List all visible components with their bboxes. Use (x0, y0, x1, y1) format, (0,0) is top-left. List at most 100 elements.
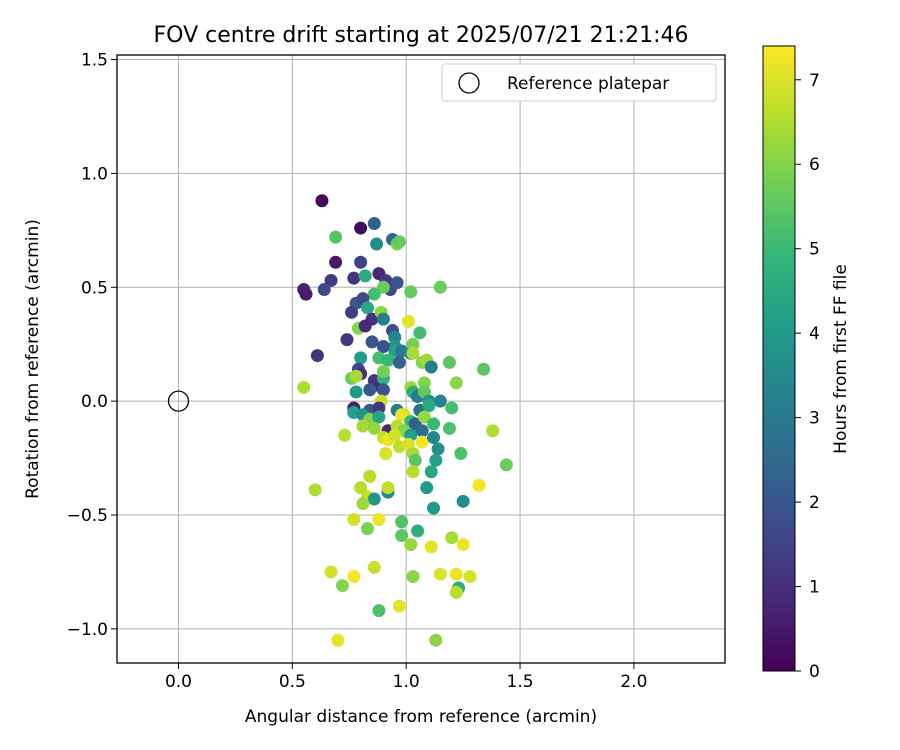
data-point (340, 333, 354, 347)
data-point (347, 513, 361, 527)
data-point (376, 280, 390, 294)
data-point (338, 428, 352, 442)
data-point (324, 273, 338, 287)
data-point (415, 424, 429, 438)
x-axis-ticks: 0.0 0.5 1.0 1.5 2.0 (165, 663, 647, 692)
data-point (429, 453, 443, 467)
data-point (363, 383, 377, 397)
data-point (299, 287, 313, 301)
colorbar-tick-label: 3 (809, 409, 820, 429)
data-point (367, 287, 381, 301)
data-point (499, 458, 513, 472)
y-axis-label: Rotation from reference (arcmin) (23, 219, 43, 499)
data-point (376, 383, 390, 397)
x-tick-label: 1.5 (507, 672, 534, 692)
colorbar-tick-label: 5 (809, 240, 820, 260)
scatter-points (297, 194, 513, 647)
data-point (417, 376, 431, 390)
y-tick-label: 0.0 (81, 392, 108, 412)
data-point (392, 355, 406, 369)
data-point (376, 365, 390, 379)
x-tick-label: 0.5 (279, 672, 306, 692)
data-point (404, 285, 418, 299)
data-point (354, 221, 368, 235)
data-point (427, 431, 441, 445)
y-tick-label: 1.5 (81, 51, 108, 71)
data-point (395, 528, 409, 542)
data-point (356, 497, 370, 511)
data-point (331, 633, 345, 647)
data-point (449, 567, 463, 581)
data-point (486, 424, 500, 438)
legend-box (441, 63, 717, 102)
data-point (367, 492, 381, 506)
data-point (324, 565, 338, 579)
colorbar-tick-label: 1 (809, 578, 820, 598)
y-tick-label: −0.5 (67, 506, 108, 526)
data-point (411, 524, 425, 538)
data-point (308, 483, 322, 497)
data-point (381, 353, 395, 367)
data-point (395, 515, 409, 529)
data-point (429, 633, 443, 647)
colorbar-tick-label: 7 (809, 71, 820, 91)
data-point (335, 579, 349, 593)
data-point (424, 360, 438, 374)
data-point (427, 417, 441, 431)
data-point (406, 337, 420, 351)
data-point (354, 255, 368, 269)
data-point (442, 421, 456, 435)
colorbar (762, 45, 796, 672)
data-point (454, 447, 468, 461)
data-point (463, 569, 477, 583)
data-point (449, 585, 463, 599)
colorbar-tick-label: 4 (809, 324, 820, 344)
data-point (431, 442, 445, 456)
data-point (329, 230, 343, 244)
y-axis-ticks: −1.0 −0.5 0.0 0.5 1.0 1.5 (67, 51, 117, 640)
data-point (367, 560, 381, 574)
data-point (349, 385, 363, 399)
data-point (358, 269, 372, 283)
x-tick-label: 0.0 (165, 672, 192, 692)
data-point (388, 330, 402, 344)
data-point (376, 339, 390, 353)
data-point (422, 399, 436, 413)
data-point (317, 283, 331, 297)
data-point (395, 408, 409, 422)
data-point (427, 501, 441, 515)
data-point (433, 394, 447, 408)
data-point (420, 481, 434, 495)
data-point (449, 376, 463, 390)
data-point (367, 421, 381, 435)
data-point (360, 522, 374, 536)
data-point (424, 540, 438, 554)
data-point (472, 478, 486, 492)
data-point (379, 447, 393, 461)
data-point (381, 481, 395, 495)
data-point (354, 351, 368, 365)
chart-title: FOV centre drift starting at 2025/07/21 … (154, 23, 689, 48)
data-point (372, 401, 386, 415)
data-point (424, 465, 438, 479)
x-tick-label: 1.0 (393, 672, 420, 692)
data-point (345, 305, 359, 319)
data-point (456, 538, 470, 552)
data-point (401, 314, 415, 328)
data-point (388, 428, 402, 442)
colorbar-ticks: 0 1 2 3 4 5 6 7 (795, 71, 820, 682)
data-point (329, 255, 343, 269)
data-point (347, 271, 361, 285)
data-point (349, 369, 363, 383)
data-point (372, 513, 386, 527)
y-tick-label: −1.0 (67, 620, 108, 640)
data-point (315, 194, 329, 208)
data-point (354, 481, 368, 495)
data-point (356, 419, 370, 433)
x-tick-label: 2.0 (620, 672, 647, 692)
data-point (390, 276, 404, 290)
colorbar-label: Hours from first FF file (831, 264, 851, 454)
data-point (392, 599, 406, 613)
y-tick-label: 1.0 (81, 164, 108, 184)
data-point (363, 469, 377, 483)
